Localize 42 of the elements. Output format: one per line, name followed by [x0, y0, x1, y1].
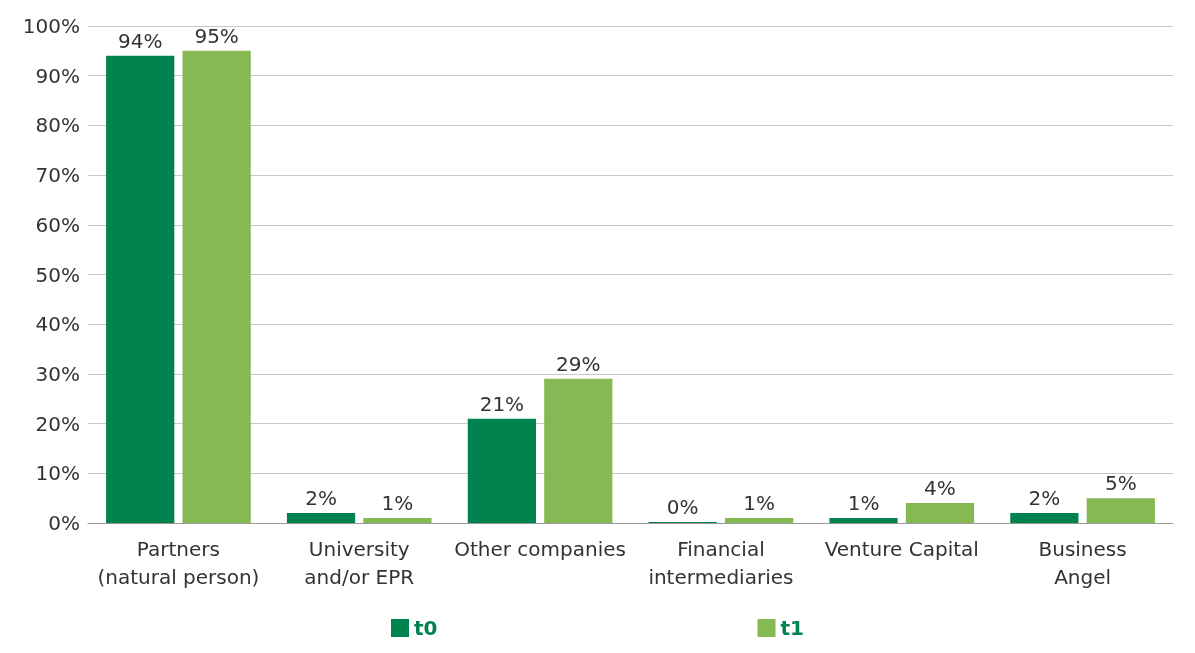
x-tick-label: Financial intermediaries: [648, 537, 794, 589]
y-tick-label: 50%: [35, 262, 80, 287]
data-label: 21%: [479, 391, 525, 416]
bar: [182, 50, 251, 523]
bar: [725, 518, 794, 523]
y-tick-label: 10%: [35, 461, 80, 486]
bar: [1010, 513, 1079, 523]
y-tick-label: 0%: [48, 511, 80, 535]
y-tick-label: 100%: [22, 14, 80, 38]
y-tick-label: 20%: [35, 411, 80, 436]
x-tick-label: University and/or EPR: [304, 537, 415, 589]
y-tick-label: 40%: [35, 312, 80, 337]
data-label: 1%: [847, 491, 880, 516]
bar: [363, 518, 432, 523]
bar: [106, 55, 175, 523]
y-tick-label: 60%: [35, 212, 80, 237]
bar: [467, 418, 536, 523]
y-tick-label: 80%: [35, 113, 80, 138]
data-label: 1%: [381, 491, 414, 516]
bar: [286, 513, 356, 523]
bar: [1086, 498, 1155, 523]
x-tick-label: Venture Capital: [824, 537, 979, 561]
y-tick-label: 70%: [35, 163, 80, 188]
bar: [905, 503, 975, 523]
data-label: 94%: [117, 28, 163, 53]
bar: [829, 518, 898, 523]
x-tick-label: Partners (natural person): [97, 537, 260, 589]
data-label: 4%: [924, 476, 956, 501]
data-label: 5%: [1104, 471, 1137, 496]
data-label: 29%: [556, 351, 601, 376]
data-label: 2%: [1028, 486, 1061, 511]
x-tick-label: Other companies: [454, 537, 626, 561]
y-tick-label: 30%: [35, 361, 80, 386]
data-label: 0%: [666, 495, 699, 519]
y-tick-label: 90%: [35, 63, 80, 88]
data-label: 1%: [743, 491, 775, 516]
x-tick-label: Business Angel: [1038, 537, 1127, 589]
bar: [544, 378, 613, 523]
data-label: 95%: [194, 23, 239, 48]
legend-label: t0: [414, 616, 438, 640]
legend-label: t1: [780, 616, 804, 640]
data-label: 2%: [305, 486, 337, 511]
